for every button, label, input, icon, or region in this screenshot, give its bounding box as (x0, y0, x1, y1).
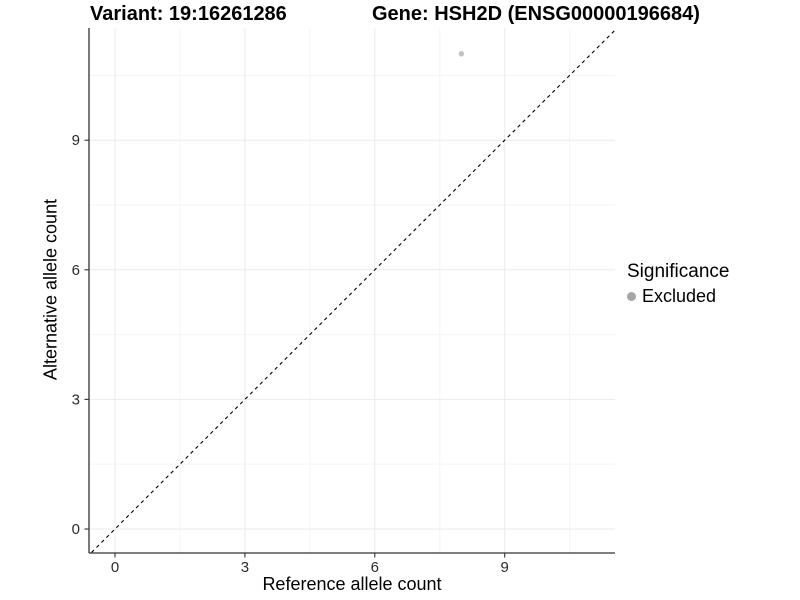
y-tick-label: 9 (72, 132, 80, 149)
legend-item-excluded: Excluded (627, 286, 729, 307)
y-axis-title: Alternative allele count (40, 198, 61, 381)
y-tick-label: 6 (72, 262, 80, 279)
plot-title-variant: Variant: 19:16261286 (90, 3, 287, 25)
y-tick-label: 0 (72, 521, 80, 538)
legend-key-dot-icon (627, 292, 636, 301)
x-tick-label: 6 (371, 559, 379, 576)
plot-title-gene: Gene: HSH2D (ENSG00000196684) (372, 3, 700, 25)
panel-background (89, 28, 615, 553)
x-tick-label: 9 (501, 559, 509, 576)
legend-title: Significance (627, 261, 730, 282)
data-point (458, 51, 465, 57)
x-axis-title: Reference allele count (262, 574, 442, 594)
legend: Significance Excluded (627, 261, 729, 307)
legend-item-label: Excluded (642, 286, 717, 306)
x-tick-label: 0 (111, 559, 119, 576)
x-tick-label: 3 (241, 559, 249, 576)
y-tick-label: 3 (72, 391, 80, 408)
